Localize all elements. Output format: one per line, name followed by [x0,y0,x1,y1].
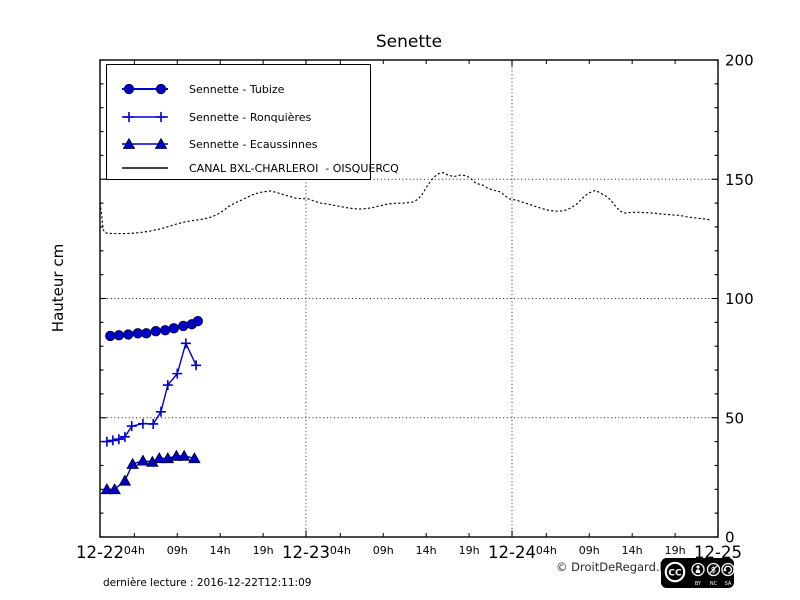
data-point-triangle [177,449,191,461]
cc-license-badge: CC BY $ NC SA [661,558,734,588]
y-axis-label: Hauteur cm [49,243,67,333]
series-1 [101,338,202,447]
x-hour-label: 04h [536,544,557,557]
svg-text:$: $ [711,566,716,576]
data-point-triangle [154,137,168,149]
svg-text:SA: SA [725,581,732,587]
x-hour-label: 09h [167,544,188,557]
data-point-plus [126,421,137,432]
x-hour-label: 19h [665,544,686,557]
data-point-plus [107,435,118,446]
ecaussinnes-legend-marker-icon [122,137,168,149]
copyright-text: © DroitDeRegard.be [556,560,674,574]
series-0 [105,316,204,342]
data-point-plus [137,418,148,429]
last-reading-text: dernière lecture : 2016-12-22T12:11:09 [103,577,312,589]
data-point-plus [119,431,130,442]
x-hour-label: 09h [579,544,600,557]
data-point-plus [172,368,183,379]
x-hour-label: 14h [622,544,643,557]
legend-item-tubize: Sennette - Tubize [119,81,284,97]
data-point-circle [178,320,189,332]
legend-label: CANAL BXL-CHARLEROI - OISQUERCQ [189,161,399,175]
cc-logo-icon [664,561,686,583]
data-point-circle [168,323,179,334]
x-hour-label: 14h [210,544,231,557]
tubize-legend-marker-icon [122,83,168,95]
y-tick-label: 150 [725,171,754,189]
data-point-plus [101,436,112,447]
data-point-plus [180,338,191,349]
chart-title: Senette [375,32,443,52]
x-hour-label: 04h [124,544,145,557]
data-point-triangle [100,483,114,495]
legend-item-canal: CANAL BXL-CHARLEROI - OISQUERCQ [119,160,399,176]
legend-label: Sennette - Ronquières [189,110,312,124]
legend-label: Sennette - Tubize [189,82,285,96]
svg-text:BY: BY [695,581,702,587]
x-day-label: 12-24 [488,543,536,562]
data-point-triangle [126,457,139,469]
data-point-circle [192,316,204,327]
y-tick-label: 100 [725,290,754,308]
data-point-circle [123,83,135,95]
data-point-plus [162,380,173,391]
series-line [106,341,197,443]
legend-label: Sennette - Ecaussinnes [189,137,318,151]
data-point-triangle [122,137,136,149]
ronquieres-legend-marker-icon [122,112,168,122]
footer-status: dernière lecture : 2016-12-22T12:11:09 d… [103,555,311,600]
data-point-circle [105,330,116,342]
data-point-triangle [118,474,132,486]
y-tick-label: 0 [725,529,735,547]
cc-nc-icon: $ NC [706,562,721,587]
legend: Sennette - Tubize Sennette - Ronquières … [106,64,399,180]
y-tick-label: 200 [725,52,754,70]
svg-text:CC: CC [668,569,682,579]
x-day-label: 12-23 [282,543,330,562]
data-point-plus [113,434,124,445]
data-point-triangle [170,449,183,461]
y-tick-label: 50 [725,409,744,427]
legend-item-ecaussinnes: Sennette - Ecaussinnes [119,136,318,152]
x-day-label: 12-25 [694,543,742,562]
data-point-circle [155,83,167,95]
data-point-circle [132,328,143,339]
data-point-triangle [108,483,121,495]
series-line [99,171,710,235]
data-point-plus [155,406,166,417]
x-day-label: 12-22 [76,543,124,562]
data-point-triangle [152,452,166,464]
canal-legend-line-icon [122,167,168,169]
x-hour-label: 14h [416,544,437,557]
data-point-circle [160,325,171,336]
data-point-plus [124,112,134,122]
data-point-circle [141,328,152,339]
data-point-plus [156,112,166,122]
data-point-triangle [136,454,150,466]
data-point-circle [150,326,161,337]
data-point-triangle [188,452,201,464]
data-point-circle [123,329,134,340]
x-hour-label: 19h [459,544,480,557]
x-hour-label: 04h [330,544,351,557]
x-hour-label: 19h [253,544,274,557]
legend-item-ronquieres: Sennette - Ronquières [119,109,311,125]
cc-sa-icon: SA [721,562,734,587]
data-point-circle [113,330,125,341]
series-3 [99,171,710,235]
series-2 [100,449,201,495]
x-hour-label: 09h [373,544,394,557]
cc-by-icon: BY [691,562,705,587]
data-point-plus [191,360,202,371]
svg-text:NC: NC [710,581,718,587]
data-point-plus [148,418,159,429]
